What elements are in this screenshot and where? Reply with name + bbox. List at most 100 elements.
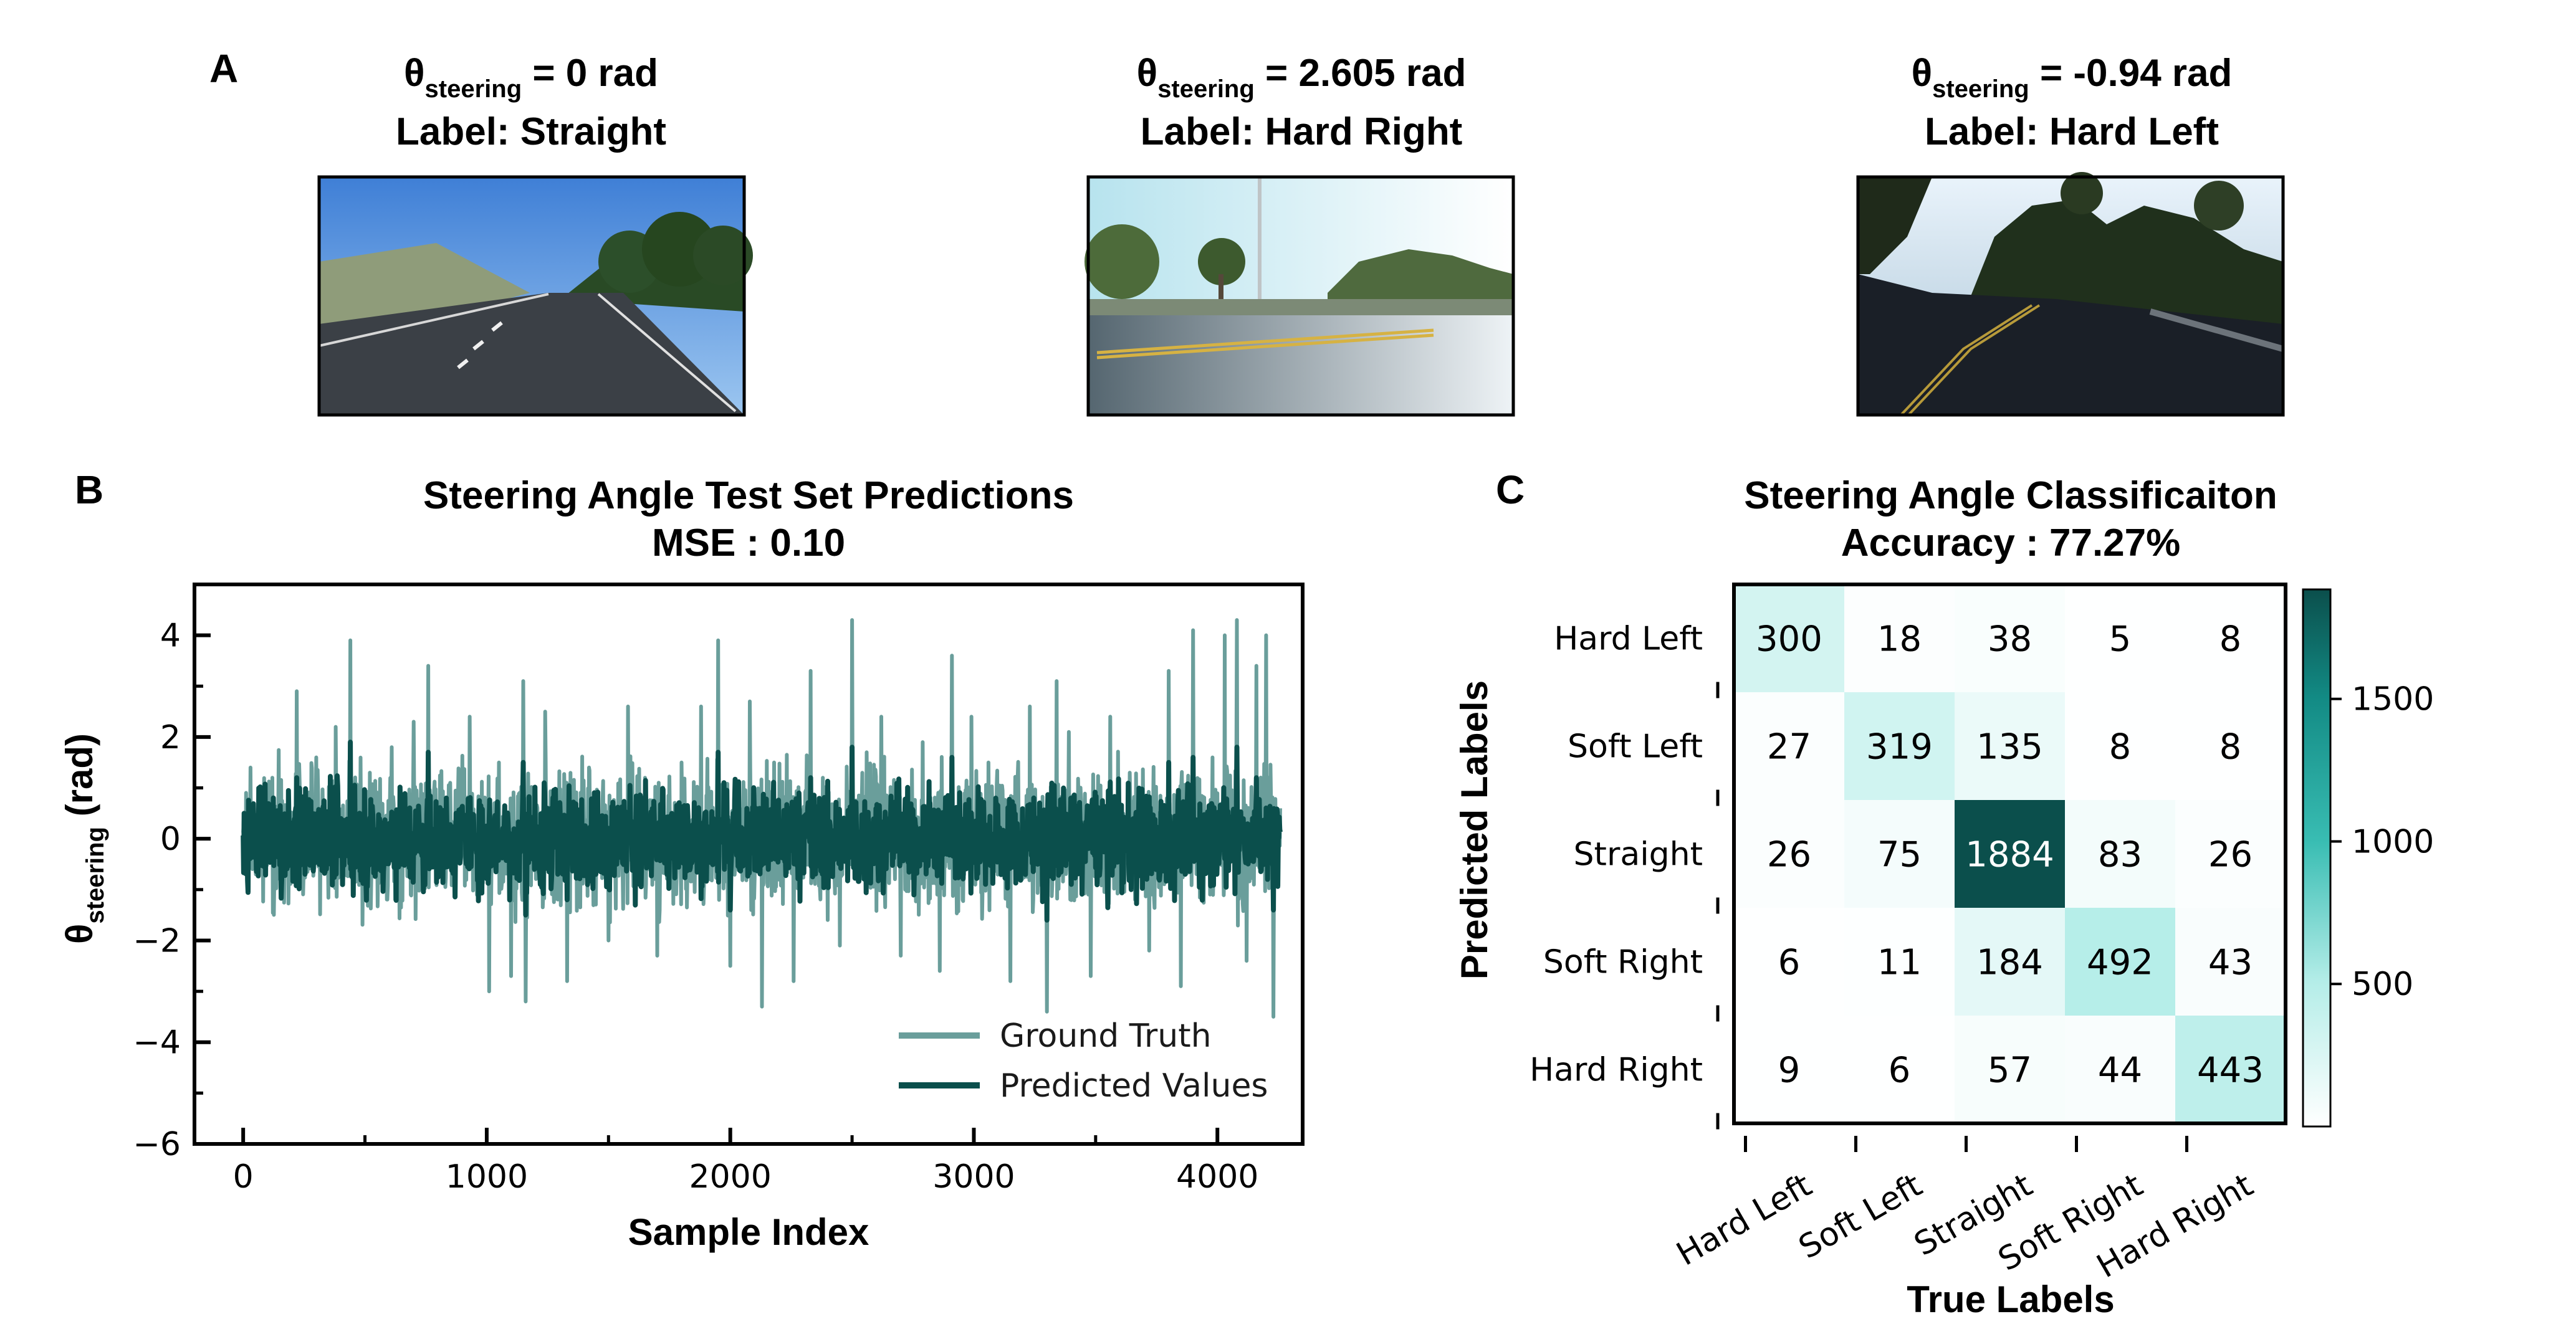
colorbar: 500 1000 1500 <box>2302 588 2434 1128</box>
x-tick-label: 1000 <box>446 1158 528 1196</box>
label-text-1: Label: Straight <box>396 110 666 153</box>
heatmap-cell-value: 38 <box>1988 619 2032 660</box>
heatmap-y-tick-label: Soft Left <box>1568 728 1703 766</box>
heatmap-cell-value: 26 <box>2208 835 2253 875</box>
y-tick-label: −4 <box>133 1024 181 1062</box>
heatmap-cell-value: 9 <box>1778 1050 1801 1091</box>
label-text-3: Label: Hard Left <box>1925 110 2219 153</box>
line-chart-frame <box>193 583 1305 1146</box>
heatmap-cell-value: 492 <box>2087 943 2153 983</box>
heatmap-cell-value: 44 <box>2098 1050 2142 1091</box>
heatmap: 300 18 38 5 827 319 135 8 826 75 1884 83 266 11 184 492… <box>1530 583 2287 1285</box>
heatmap-cell <box>2175 584 2286 692</box>
panel-a-letter: A <box>209 46 238 91</box>
heatmap-y-tick-label: Straight <box>1574 836 1703 874</box>
panel-c-letter: C <box>1496 467 1525 512</box>
heatmap-cell <box>1734 1016 1844 1123</box>
heatmap-cell-value: 319 <box>1866 727 1933 768</box>
heatmap-cell <box>2065 1016 2175 1123</box>
line-chart-legend: Ground Truth Predicted Values <box>899 1017 1268 1105</box>
heatmap-cell-value: 43 <box>2208 943 2253 983</box>
heatmap-cell <box>2175 908 2286 1016</box>
colorbar-tick-label: 1000 <box>2352 823 2434 860</box>
heatmap-cell-value: 8 <box>2219 727 2242 768</box>
heatmap-cell <box>1844 584 1955 692</box>
colorbar-tick-label: 1500 <box>2352 681 2434 718</box>
series-predicted-values <box>241 740 1283 923</box>
panel-b-letter: B <box>75 467 103 512</box>
colorbar-gradient <box>2302 588 2332 1128</box>
image-caption-1: θsteering = 0 rad Label: Straight <box>396 52 666 153</box>
image-caption-3: θsteering = -0.94 rad Label: Hard Left <box>1912 52 2233 153</box>
heatmap-cell-value: 5 <box>2109 619 2132 660</box>
heatmap-cell-value: 6 <box>1889 1050 1911 1091</box>
colorbar-tick-label: 500 <box>2352 966 2413 1003</box>
heatmap-cell <box>1844 908 1955 1016</box>
heatmap-cell <box>1844 692 1955 800</box>
heatmap-cell <box>1734 692 1844 800</box>
heatmap-cell-value: 83 <box>2098 835 2142 875</box>
y-tick-label: 2 <box>160 719 181 756</box>
heatmap-cell <box>2065 584 2175 692</box>
heatmap-xlabel: True Labels <box>1907 1279 2114 1320</box>
heatmap-cell <box>1844 1016 1955 1123</box>
label-text-2: Label: Hard Right <box>1141 110 1463 153</box>
heatmap-cell <box>2065 908 2175 1016</box>
y-tick-label: 0 <box>160 821 181 858</box>
x-tick-label: 3000 <box>932 1158 1015 1196</box>
heatmap-cell-value: 11 <box>1877 943 1922 983</box>
heatmap-y-tick-label: Hard Right <box>1530 1052 1703 1089</box>
heatmap-cell-value: 184 <box>1976 943 2043 983</box>
image-caption-2: θsteering = 2.605 rad Label: Hard Right <box>1137 52 1467 153</box>
heatmap-cell-value: 8 <box>2219 619 2242 660</box>
heatmap-cell-value: 57 <box>1988 1050 2032 1091</box>
heatmap-cell-value: 443 <box>2197 1050 2264 1091</box>
heatmap-cell <box>2065 800 2175 908</box>
heatmap-cell-value: 6 <box>1778 943 1801 983</box>
heatmap-x-tick-label: Soft Left <box>1793 1166 1928 1266</box>
y-tick-label: 4 <box>160 617 181 655</box>
heatmap-cell-value: 18 <box>1877 619 1922 660</box>
heatmap-cell <box>2175 1016 2286 1123</box>
heatmap-cell <box>1955 584 2065 692</box>
heatmap-cell <box>1955 800 2065 908</box>
heatmap-cell-value: 27 <box>1767 727 1811 768</box>
heatmap-cell <box>1955 692 2065 800</box>
x-tick-label: 4000 <box>1176 1158 1258 1196</box>
line-chart-title: Steering Angle Test Set Predictions <box>423 474 1074 517</box>
heatmap-title: Steering Angle Classificaiton <box>1744 474 2277 517</box>
legend-label-predicted: Predicted Values <box>1000 1067 1268 1105</box>
heatmap-cell <box>2175 692 2286 800</box>
angle-text-3: θsteering = -0.94 rad <box>1912 52 2233 103</box>
heatmap-cell <box>1734 908 1844 1016</box>
line-chart: 0 1000 2000 3000 4000 −6 −4 −2 0 2 4 Ground Truth … <box>59 583 1305 1253</box>
heatmap-cell-value: 8 <box>2109 727 2132 768</box>
heatmap-cell <box>2175 800 2286 908</box>
heatmap-y-tick-label: Soft Right <box>1543 944 1703 981</box>
legend-label-ground-truth: Ground Truth <box>1000 1017 1212 1055</box>
heatmap-cell <box>1955 1016 2065 1123</box>
heatmap-y-tick-label: Hard Left <box>1554 621 1703 658</box>
y-tick-label: −6 <box>133 1126 181 1163</box>
heatmap-cell-value: 300 <box>1756 619 1822 660</box>
hard-right-road-photo <box>1085 175 1515 417</box>
x-tick-label: 2000 <box>689 1158 772 1196</box>
line-chart-subtitle: MSE : 0.10 <box>652 522 845 564</box>
heatmap-cell <box>1734 584 1844 692</box>
heatmap-cell-value: 26 <box>1767 835 1811 875</box>
heatmap-subtitle: Accuracy : 77.27% <box>1841 522 2181 564</box>
line-chart-xlabel: Sample Index <box>628 1211 869 1253</box>
heatmap-cell-value: 135 <box>1976 727 2043 768</box>
heatmap-ylabel: Predicted Labels <box>1453 680 1495 979</box>
heatmap-cell <box>1734 800 1844 908</box>
hard-left-road-photo <box>1856 172 2285 417</box>
heatmap-cell <box>2065 692 2175 800</box>
heatmap-frame <box>1732 583 2287 1125</box>
straight-road-photo <box>317 175 753 417</box>
angle-text-1: θsteering = 0 rad <box>404 52 658 103</box>
heatmap-x-tick-label: Hard Left <box>1670 1166 1818 1273</box>
heatmap-cell <box>1955 908 2065 1016</box>
line-chart-ylabel: θsteering (rad) <box>59 733 109 944</box>
heatmap-cell-value: 1884 <box>1965 835 2054 875</box>
